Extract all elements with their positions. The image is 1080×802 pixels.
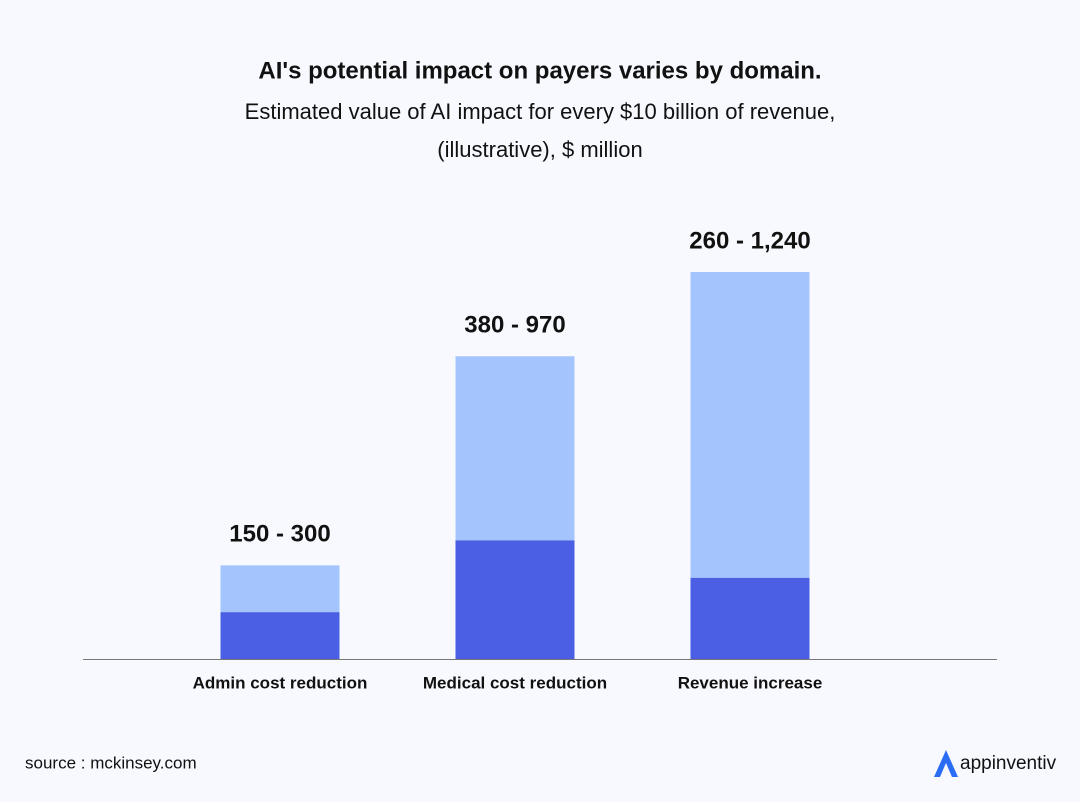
- bar-low: [690, 577, 810, 659]
- value-label: 150 - 300: [229, 521, 330, 548]
- chart-subtitle: (illustrative), $ million: [437, 137, 642, 162]
- brand-logo: [934, 750, 958, 777]
- x-tick-label: Admin cost reduction: [193, 673, 368, 692]
- bar-high: [220, 565, 340, 613]
- value-label: 380 - 970: [464, 312, 565, 339]
- chart-title: AI's potential impact on payers varies b…: [258, 57, 821, 84]
- chart-subtitle: Estimated value of AI impact for every $…: [245, 99, 836, 124]
- bar-low: [220, 612, 340, 659]
- brand: appinventiv: [960, 753, 1057, 774]
- bar-high: [455, 356, 575, 541]
- source: source : mckinsey.com: [25, 753, 197, 772]
- bar-low: [455, 540, 575, 659]
- value-label: 260 - 1,240: [689, 227, 810, 254]
- x-tick-label: Medical cost reduction: [423, 673, 607, 692]
- bar-high: [690, 272, 810, 578]
- x-tick-label: Revenue increase: [678, 673, 823, 692]
